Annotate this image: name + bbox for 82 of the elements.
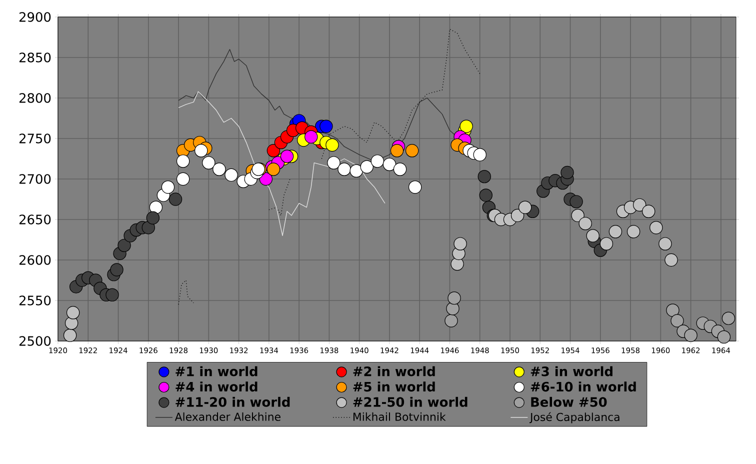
point — [168, 192, 182, 206]
legend-label: #11-20 in world — [176, 396, 290, 407]
point — [393, 162, 407, 176]
legend-label: José Capablanca — [529, 412, 620, 424]
line-series — [178, 91, 386, 236]
legend-label: Below #50 — [531, 396, 607, 407]
y-tick-label: 2600 — [19, 255, 51, 265]
y-tick-label: 2650 — [19, 214, 51, 224]
point — [350, 164, 363, 178]
point — [608, 225, 622, 238]
y-tick-label: 2750 — [19, 134, 51, 144]
point — [304, 130, 318, 144]
y-tick-label: 2700 — [19, 174, 51, 184]
point — [722, 312, 736, 325]
legend-label: #3 in world — [530, 366, 612, 376]
point — [320, 120, 333, 133]
point — [224, 168, 238, 182]
point — [666, 304, 680, 317]
point — [176, 172, 190, 186]
point — [586, 229, 600, 242]
y-tick-label: 2900 — [19, 12, 51, 22]
point — [194, 144, 208, 158]
point — [642, 204, 656, 218]
point — [632, 198, 646, 212]
point — [280, 150, 294, 163]
point — [658, 237, 672, 250]
point — [212, 162, 226, 176]
legend-label: #6-10 in world — [530, 382, 636, 392]
point — [571, 208, 584, 222]
point — [626, 225, 640, 238]
legend-label: #2 in world — [353, 366, 435, 376]
legend-label: #1 in world — [176, 366, 258, 376]
point — [478, 170, 491, 184]
point — [176, 154, 190, 168]
legend-label: #5 in world — [353, 382, 435, 392]
point — [118, 238, 131, 252]
legend-label: Alexander Alekhine — [174, 412, 280, 421]
point — [63, 328, 77, 342]
point — [390, 144, 404, 158]
point — [149, 200, 163, 214]
point — [650, 220, 663, 234]
point — [161, 180, 175, 194]
point — [454, 237, 467, 250]
point — [473, 148, 486, 162]
point — [370, 154, 384, 168]
point — [360, 160, 374, 174]
point — [460, 120, 473, 133]
point — [518, 200, 532, 214]
point — [717, 330, 731, 344]
point — [510, 208, 524, 222]
point — [408, 180, 422, 194]
legend-label: Mikhail Botvinnik — [353, 412, 446, 421]
point — [479, 188, 492, 202]
point — [684, 328, 698, 342]
point — [405, 144, 419, 158]
y-tick-label: 2850 — [19, 52, 51, 62]
point — [327, 156, 340, 170]
point — [110, 263, 124, 276]
point — [64, 316, 78, 330]
point — [326, 138, 339, 152]
point — [146, 211, 160, 224]
legend-label: #4 in world — [176, 382, 258, 392]
point — [338, 162, 351, 176]
point — [560, 166, 574, 180]
point — [266, 144, 280, 158]
point — [448, 291, 461, 305]
point — [600, 237, 614, 250]
point — [570, 195, 583, 208]
y-tick-label: 2550 — [19, 296, 51, 306]
point — [578, 216, 592, 230]
point — [444, 314, 458, 328]
point — [670, 314, 684, 328]
point — [142, 220, 155, 234]
point — [66, 306, 80, 320]
point — [266, 162, 280, 176]
point — [202, 156, 216, 170]
point — [382, 158, 396, 172]
point — [106, 288, 119, 302]
legend-label: #21-50 in world — [353, 396, 468, 407]
y-tick-label: 2500 — [19, 336, 51, 346]
y-tick-label: 2800 — [19, 93, 51, 103]
point — [664, 253, 678, 267]
